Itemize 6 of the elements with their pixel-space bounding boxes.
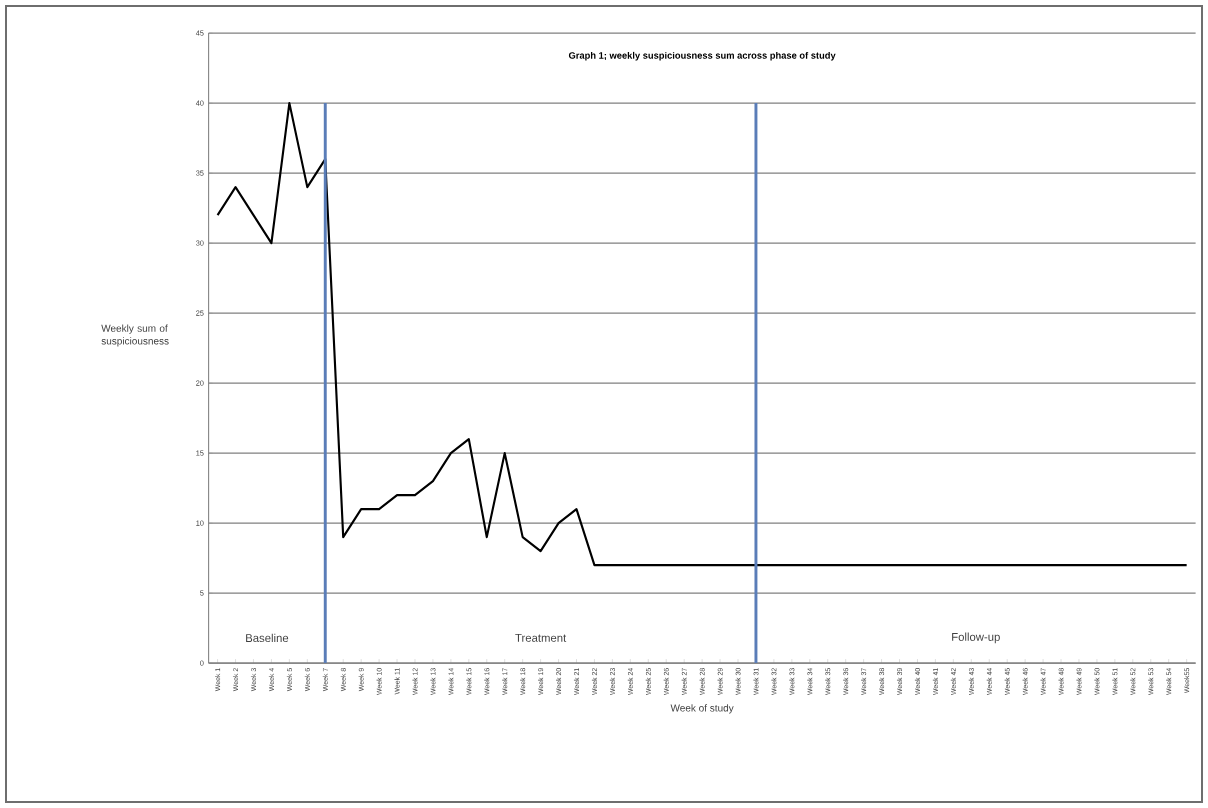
x-axis-title: Week of study bbox=[670, 704, 734, 714]
y-axis-title: Weekly sum of suspiciousness bbox=[101, 324, 169, 347]
annotation: Treatment bbox=[515, 633, 567, 642]
annotation: Follow-up bbox=[952, 632, 1000, 644]
text: Graph 1; weekly suspiciousness sum across phase of study bbox=[568, 51, 836, 61]
annotation: Baseline bbox=[246, 633, 289, 643]
